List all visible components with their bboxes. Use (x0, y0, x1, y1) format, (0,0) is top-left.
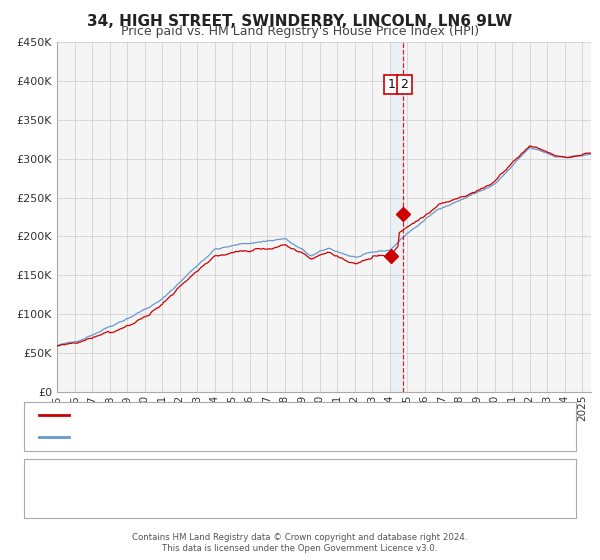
Text: 34, HIGH STREET, SWINDERBY, LINCOLN, LN6 9LW (detached house): 34, HIGH STREET, SWINDERBY, LINCOLN, LN6… (73, 410, 449, 421)
Text: 5% ↓ HPI: 5% ↓ HPI (408, 469, 463, 482)
Text: This data is licensed under the Open Government Licence v3.0.: This data is licensed under the Open Gov… (163, 544, 437, 553)
Text: £229,000: £229,000 (270, 495, 326, 508)
Bar (390, 42, 403, 392)
Text: 2: 2 (401, 78, 409, 91)
Text: 12% ↑ HPI: 12% ↑ HPI (408, 495, 470, 508)
Text: 2: 2 (35, 495, 43, 508)
Text: Price paid vs. HM Land Registry's House Price Index (HPI): Price paid vs. HM Land Registry's House … (121, 25, 479, 38)
Text: 03-OCT-2014: 03-OCT-2014 (105, 495, 182, 508)
Text: £175,000: £175,000 (270, 469, 326, 482)
Text: 34, HIGH STREET, SWINDERBY, LINCOLN, LN6 9LW: 34, HIGH STREET, SWINDERBY, LINCOLN, LN6… (88, 14, 512, 29)
Text: 1: 1 (388, 78, 395, 91)
Text: HPI: Average price, detached house, North Kesteven: HPI: Average price, detached house, Nort… (73, 432, 360, 442)
Text: Contains HM Land Registry data © Crown copyright and database right 2024.: Contains HM Land Registry data © Crown c… (132, 533, 468, 542)
Text: 1: 1 (35, 469, 43, 482)
Text: 22-JAN-2014: 22-JAN-2014 (105, 469, 179, 482)
